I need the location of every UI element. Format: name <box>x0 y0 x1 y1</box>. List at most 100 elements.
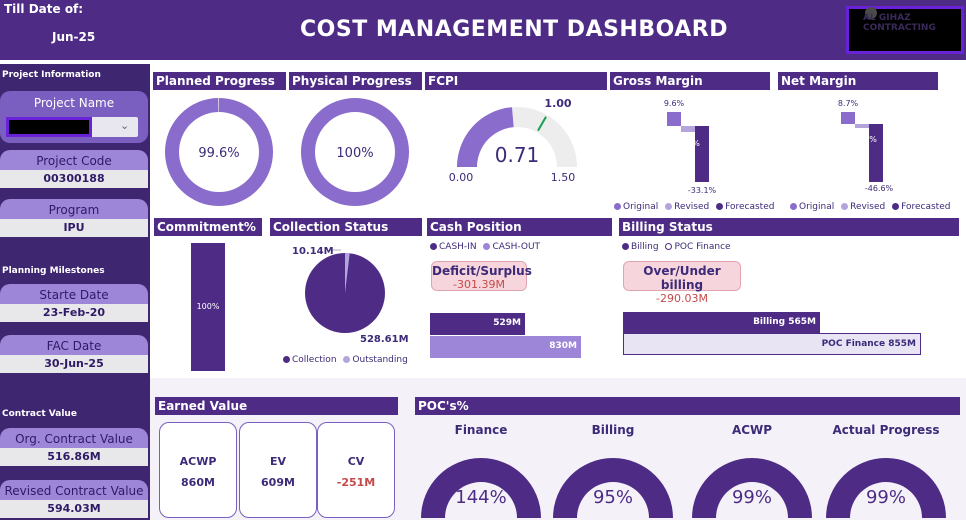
planned-progress-value: 99.6% <box>198 146 239 161</box>
legend-dot-icon <box>614 203 621 210</box>
project-name-redacted <box>6 117 92 137</box>
collection-legend-collection: Collection <box>292 355 337 365</box>
fcpi-value: 0.71 <box>495 143 540 167</box>
contract-value-title: Contract Value <box>2 409 77 419</box>
net-legend-revised: Revised <box>850 202 886 212</box>
net-forecast-value: -46.6% <box>865 184 894 193</box>
gross-legend-original: Original <box>623 202 659 212</box>
header-bar <box>0 0 966 60</box>
ev-label: EV <box>269 455 287 468</box>
fcpi-gauge-fill <box>457 107 514 167</box>
physical-progress-value: 100% <box>336 146 373 161</box>
fcpi-target-marker <box>537 116 547 132</box>
project-name-dropdown[interactable]: ⌄ <box>6 117 138 137</box>
poc-actual-progress-value: 99% <box>865 487 906 508</box>
cash-position-title: Cash Position <box>427 218 612 236</box>
start-date-label: Starte Date <box>0 284 148 306</box>
net-mid-label: % <box>869 135 877 144</box>
gross-original-bar <box>667 112 681 126</box>
project-name-card: Project Name ⌄ <box>0 91 148 143</box>
revised-contract-value: 594.03M <box>0 500 148 518</box>
planned-donut-arc <box>165 98 273 206</box>
project-info-title: Project Information <box>2 70 101 80</box>
legend-dot-icon <box>892 203 900 210</box>
poc-actual-progress-arc <box>826 458 946 518</box>
net-forecast-bar <box>869 124 883 182</box>
org-contract-label: Org. Contract Value <box>0 428 148 450</box>
physical-progress-title: Physical Progress <box>289 72 422 90</box>
poc-finance-arc <box>421 458 541 518</box>
physical-donut-arc <box>301 98 409 206</box>
poc-acwp-gauge <box>692 458 812 518</box>
fac-date-label: FAC Date <box>0 335 148 357</box>
acwp-value: 860M <box>181 476 215 489</box>
planned-progress-donut: 99.6% <box>165 98 273 206</box>
over-under-billing-value: -290.03M <box>656 292 708 305</box>
project-code-value: 00300188 <box>0 170 148 188</box>
gross-legend-revised: Revised <box>674 202 710 212</box>
program-label: Program <box>0 199 148 221</box>
poc-acwp-value: 99% <box>731 487 772 508</box>
revised-contract-label: Revised Contract Value <box>0 480 148 502</box>
physical-progress-donut: 100% <box>301 98 409 206</box>
fcpi-title: FCPI <box>425 72 607 90</box>
ev-value: 609M <box>261 476 295 489</box>
commitment-title: Commitment% <box>154 218 262 236</box>
outstanding-value: 10.14M <box>292 246 334 257</box>
gross-margin-waterfall: 9.6% % -33.1% <box>664 99 717 195</box>
legend-dot-icon <box>841 203 849 210</box>
deficit-surplus-label: Deficit/Surplus <box>432 264 532 278</box>
over-under-billing-label: Over/Under billing <box>643 264 721 292</box>
poc-actual-progress-gauge <box>826 458 946 518</box>
collection-legend: Collection Outstanding <box>283 355 408 365</box>
poc-acwp-label: ACWP <box>731 423 773 437</box>
poc-billing-value: 95% <box>592 487 633 508</box>
poc-billing-label: Billing <box>591 423 635 437</box>
ev-card: EV 609M <box>239 422 317 518</box>
collection-legend-outstanding: Outstanding <box>352 355 408 365</box>
gross-mid-label: % <box>692 139 700 148</box>
chevron-down-icon[interactable]: ⌄ <box>120 119 130 132</box>
fcpi-target-label: 1.00 <box>544 97 571 110</box>
poc-billing-arc <box>553 458 673 518</box>
collection-value: 528.61M <box>360 334 409 345</box>
poc-finance-value: 144% <box>455 487 507 508</box>
logo-text: AL GIHAZ CONTRACTING <box>863 13 936 33</box>
earned-value-title: Earned Value <box>155 397 398 415</box>
net-legend-original: Original <box>799 202 835 212</box>
collection-status-title: Collection Status <box>270 218 422 236</box>
billing-legend-billing: Billing <box>631 242 659 252</box>
poc-finance-gauge <box>421 458 541 518</box>
billing-legend-poc: POC Finance <box>674 242 731 252</box>
acwp-label: ACWP <box>179 455 217 468</box>
cash-legend-in: CASH-IN <box>439 242 477 252</box>
net-margin-title: Net Margin <box>778 72 938 90</box>
cash-legend-out: CASH-OUT <box>492 242 541 252</box>
poc-finance-bar: POC Finance 855M <box>623 333 921 355</box>
net-legend: Original Revised Forecasted <box>790 202 950 212</box>
poc-acwp-arc <box>692 458 812 518</box>
till-date-value: Jun-25 <box>52 30 96 44</box>
page-title: COST MANAGEMENT DASHBOARD <box>300 17 728 42</box>
legend-dot-icon <box>716 203 724 210</box>
cv-label: CV <box>347 455 365 468</box>
over-under-billing-badge: Over/Under billing -290.03M <box>623 261 741 305</box>
cash-legend: CASH-IN CASH-OUT <box>430 242 540 252</box>
gross-forecast-bar <box>695 126 709 182</box>
start-date-value: 23-Feb-20 <box>0 304 148 322</box>
org-contract-value: 516.86M <box>0 448 148 466</box>
gross-margin-title: Gross Margin <box>610 72 770 90</box>
poc-title: POC's% <box>415 397 960 415</box>
gross-forecast-value: -33.1% <box>688 186 717 195</box>
planning-milestones-title: Planning Milestones <box>2 266 105 276</box>
billing-bar: Billing 565M <box>623 312 820 334</box>
billing-status-title: Billing Status <box>619 218 959 236</box>
gross-legend: Original Revised Forecasted <box>614 202 774 212</box>
legend-dot-icon <box>622 243 629 250</box>
cv-card: CV -251M <box>317 422 395 518</box>
logo-mark-icon <box>865 7 877 19</box>
legend-dot-icon <box>790 203 797 210</box>
company-logo: AL GIHAZ CONTRACTING <box>846 6 964 54</box>
acwp-card: ACWP 860M <box>159 422 237 518</box>
program-value: IPU <box>0 219 148 237</box>
